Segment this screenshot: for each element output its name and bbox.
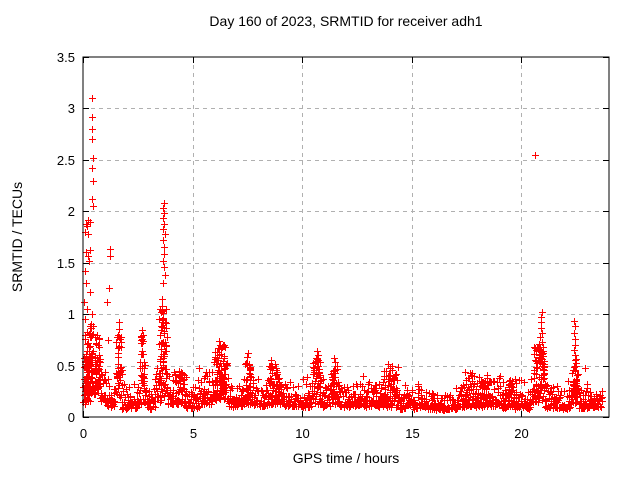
x-axis-label: GPS time / hours [292,450,400,466]
grid-layer [83,57,609,417]
chart-title: Day 160 of 2023, SRMTID for receiver adh… [209,13,483,29]
x-tick-label: 5 [190,426,197,441]
axis-layer [83,57,609,418]
y-tick-label: 2 [68,204,75,219]
tick-labels-layer: 0 0.5 1 1.5 2 2.5 3 3.5 0 5 10 15 20 [57,50,529,441]
x-tick-label: 15 [405,426,419,441]
x-tick-label: 10 [295,426,309,441]
x-tick-label: 20 [514,426,528,441]
y-tick-label: 2.5 [57,153,75,168]
x-tick-label: 0 [80,426,87,441]
y-tick-label: 3 [68,101,75,116]
y-tick-label: 3.5 [57,50,75,65]
y-tick-label: 1.5 [57,256,75,271]
y-axis-label: SRMTID / TECUs [9,181,25,293]
y-tick-label: 1 [68,307,75,322]
y-tick-label: 0.5 [57,359,75,374]
y-tick-label: 0 [68,410,75,425]
plot-border [82,56,610,418]
